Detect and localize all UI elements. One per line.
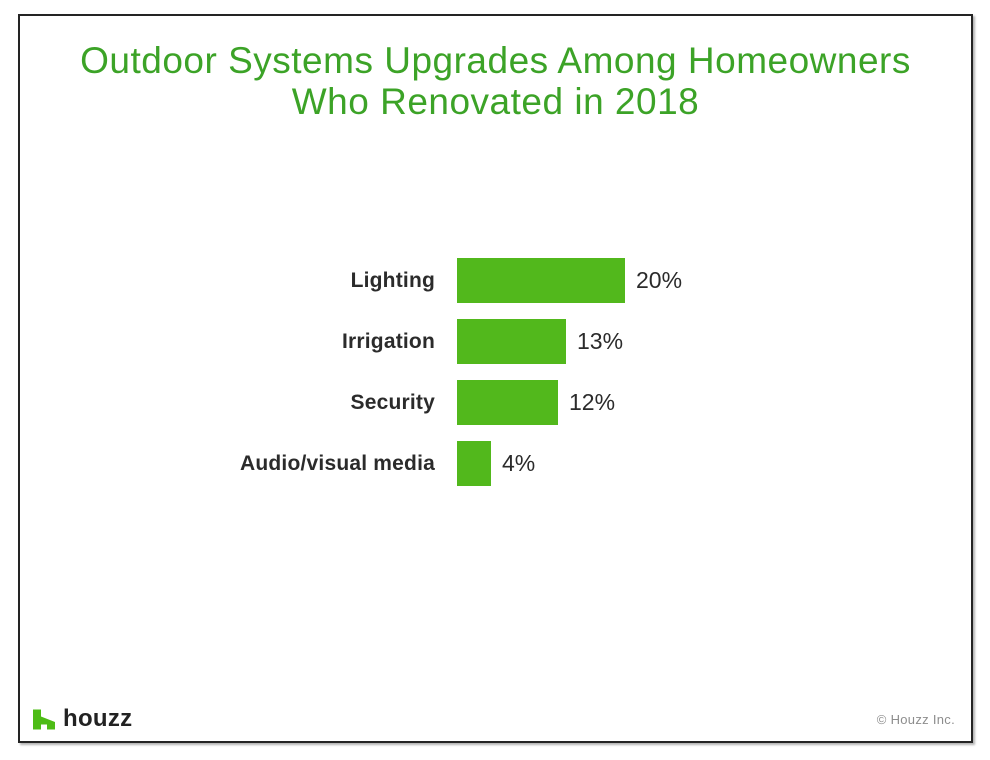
bar-row-irrigation: Irrigation 13% [20,319,971,364]
bar-chart: Lighting 20% Irrigation 13% Security 12% Audio… [20,258,971,502]
category-label-irrigation: Irrigation [341,329,435,353]
bar-lighting [457,258,625,303]
copyright-text: © Houzz Inc. [876,711,955,727]
category-label-audio-visual-media: Audio/visual media [240,451,435,475]
houzz-logo-text: houzz [63,705,133,732]
chart-title-line-2: Who Renovated in 2018 [291,81,700,122]
houzz-house-icon [33,709,55,729]
bar-row-audio-visual-media: Audio/visual media 4% [20,441,971,486]
chart-frame: Outdoor Systems Upgrades Among Homeowner… [18,14,973,743]
value-label-audio-visual-media: 4% [502,450,536,476]
houzz-logo: houzz [32,705,132,733]
footer: houzz © Houzz Inc. [32,705,955,733]
bar-row-lighting: Lighting 20% [20,258,971,303]
category-label-security: Security [350,390,435,414]
bar-security [457,380,558,425]
bar-irrigation [457,319,566,364]
bar-row-security: Security 12% [20,380,971,425]
value-label-lighting: 20% [636,267,683,293]
chart-title: Outdoor Systems Upgrades Among Homeowner… [20,40,971,122]
bar-audio-visual-media [457,441,491,486]
category-label-lighting: Lighting [350,268,435,292]
value-label-irrigation: 13% [577,328,624,354]
chart-title-line-1: Outdoor Systems Upgrades Among Homeowner… [80,40,911,81]
value-label-security: 12% [569,389,616,415]
